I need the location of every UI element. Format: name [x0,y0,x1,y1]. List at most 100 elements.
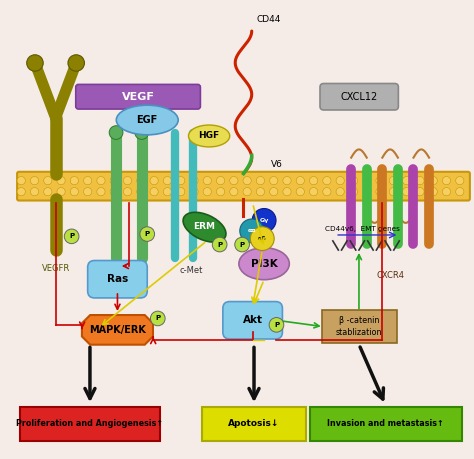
Circle shape [109,126,123,140]
Text: EGFR: EGFR [118,266,140,275]
FancyBboxPatch shape [20,407,160,441]
Circle shape [416,188,424,196]
Text: c-Met: c-Met [179,266,202,275]
Circle shape [270,188,278,196]
FancyBboxPatch shape [202,407,306,441]
Circle shape [44,188,52,196]
Circle shape [140,227,155,241]
Circle shape [163,188,172,196]
Text: V6: V6 [271,160,283,169]
Circle shape [389,188,398,196]
Circle shape [235,237,249,252]
Polygon shape [82,315,153,345]
FancyBboxPatch shape [17,172,470,201]
Text: P: P [69,233,74,239]
Circle shape [203,177,211,185]
FancyBboxPatch shape [223,302,283,339]
Circle shape [70,188,79,196]
Circle shape [296,188,304,196]
Text: Proliferation and Angiogenesis↑: Proliferation and Angiogenesis↑ [17,420,164,428]
Circle shape [252,208,276,232]
Circle shape [310,188,318,196]
FancyBboxPatch shape [320,84,398,110]
Text: CXCL12: CXCL12 [340,92,378,102]
Text: αα: αα [247,229,256,233]
Circle shape [442,188,451,196]
Circle shape [44,177,52,185]
Ellipse shape [189,125,230,147]
Text: P: P [155,315,160,321]
Circle shape [30,177,38,185]
Text: EGF: EGF [137,115,158,125]
Circle shape [212,237,227,252]
Text: αβ: αβ [258,236,267,241]
Circle shape [110,188,118,196]
FancyBboxPatch shape [88,261,147,298]
Circle shape [456,188,464,196]
Circle shape [150,311,165,326]
Text: Ras: Ras [107,274,128,284]
Circle shape [150,188,158,196]
Circle shape [190,188,198,196]
Ellipse shape [116,105,178,135]
Text: CD44v6,  EMT genes: CD44v6, EMT genes [325,226,400,232]
Circle shape [429,188,438,196]
Circle shape [256,188,264,196]
Circle shape [203,188,211,196]
Circle shape [269,318,284,332]
Circle shape [456,177,464,185]
Text: P: P [274,322,279,328]
Circle shape [283,177,291,185]
Text: HGF: HGF [199,131,219,140]
Circle shape [177,188,185,196]
Circle shape [163,177,172,185]
Circle shape [137,188,145,196]
Ellipse shape [183,213,226,242]
Circle shape [83,188,92,196]
Circle shape [429,177,438,185]
Circle shape [30,188,38,196]
Circle shape [217,188,225,196]
Circle shape [68,55,84,71]
Text: β -catenin
stablization: β -catenin stablization [336,316,382,337]
Circle shape [376,177,384,185]
Circle shape [250,227,274,251]
Circle shape [336,188,344,196]
Circle shape [323,177,331,185]
Circle shape [123,177,132,185]
Circle shape [97,177,105,185]
Circle shape [349,177,357,185]
Text: VEGF: VEGF [122,92,155,102]
Circle shape [177,177,185,185]
Circle shape [389,177,398,185]
Circle shape [190,177,198,185]
Circle shape [416,177,424,185]
Circle shape [97,188,105,196]
Text: P: P [145,231,150,237]
Circle shape [243,177,251,185]
Text: ERM: ERM [193,222,216,231]
Circle shape [363,177,371,185]
Text: Invasion and metastasis↑: Invasion and metastasis↑ [327,420,444,428]
Text: PI3K: PI3K [251,259,277,269]
Circle shape [57,188,65,196]
Circle shape [230,177,238,185]
Circle shape [83,177,92,185]
Circle shape [336,177,344,185]
Circle shape [123,188,132,196]
Text: Akt: Akt [243,315,263,325]
Circle shape [442,177,451,185]
Circle shape [243,188,251,196]
Ellipse shape [239,248,289,280]
Text: CXCR4: CXCR4 [376,270,404,280]
Circle shape [64,229,79,244]
Circle shape [27,55,43,71]
FancyBboxPatch shape [310,407,462,441]
Text: VEGFR: VEGFR [41,264,70,273]
Circle shape [150,177,158,185]
Circle shape [256,177,264,185]
Text: P: P [239,241,245,247]
Circle shape [283,188,291,196]
Text: MAPK/ERK: MAPK/ERK [89,325,146,335]
Circle shape [230,188,238,196]
